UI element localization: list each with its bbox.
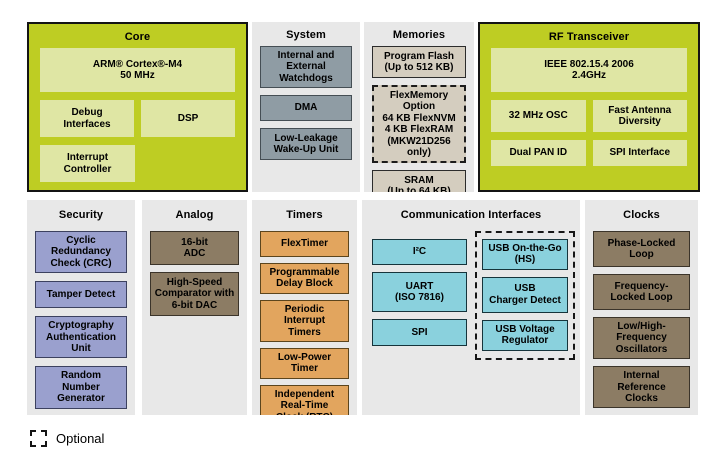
communication-interfaces-panel: Communication Interfaces I²C UART (ISO 7… <box>362 200 580 415</box>
high-speed-comparator-box: High-Speed Comparator with 6-bit DAC <box>150 272 239 316</box>
debug-interfaces-box: Debug Interfaces <box>40 100 134 137</box>
comm-standard-column: I²C UART (ISO 7816) SPI <box>372 231 467 353</box>
program-flash-box: Program Flash (Up to 512 KB) <box>372 46 466 78</box>
timers-title: Timers <box>286 209 323 221</box>
sram-box: SRAM (Up to 64 KB) <box>372 170 466 192</box>
rf-row-1: 32 MHz OSC Fast Antenna Diversity <box>491 100 687 132</box>
cryptography-authentication-box: Cryptography Authentication Unit <box>35 316 127 359</box>
usb-charger-detect-box: USB Charger Detect <box>482 276 568 313</box>
legend: Optional <box>30 430 104 447</box>
tamper-detect-box: Tamper Detect <box>35 281 127 309</box>
crc-box: Cyclic Redundancy Check (CRC) <box>35 231 127 274</box>
adc-16bit-box: 16-bit ADC <box>150 231 239 265</box>
communication-columns: I²C UART (ISO 7816) SPI USB On-the-Go (H… <box>362 231 580 360</box>
analog-panel: Analog 16-bit ADC High-Speed Comparator … <box>142 200 247 415</box>
i2c-box: I²C <box>372 239 467 265</box>
dual-pan-id-box: Dual PAN ID <box>491 140 586 166</box>
system-title: System <box>286 29 326 41</box>
dma-box: DMA <box>260 95 352 122</box>
security-title: Security <box>58 209 104 221</box>
optional-dashed-swatch-icon <box>30 430 47 447</box>
core-row: Debug Interfaces DSP <box>40 100 235 137</box>
core-title: Core <box>124 31 151 43</box>
memories-title: Memories <box>392 29 446 41</box>
independent-rtc-box: Independent Real-Time Clock (RTC) <box>260 384 349 415</box>
flextimer-box: FlexTimer <box>260 231 349 257</box>
low-leakage-wakeup-box: Low-Leakage Wake-Up Unit <box>260 128 352 161</box>
random-number-generator-box: Random Number Generator <box>35 366 127 409</box>
frequency-locked-loop-box: Frequency- Locked Loop <box>593 274 690 310</box>
internal-reference-clocks-box: Internal Reference Clocks <box>593 366 690 409</box>
spi-box: SPI <box>372 319 467 346</box>
periodic-interrupt-timers-box: Periodic Interrupt Timers <box>260 299 349 342</box>
arm-cortex-box: ARM® Cortex®-M4 50 MHz <box>40 48 235 92</box>
rf-transceiver-title: RF Transceiver <box>548 31 630 43</box>
uart-iso7816-box: UART (ISO 7816) <box>372 272 467 312</box>
clocks-title: Clocks <box>623 209 660 221</box>
dsp-box: DSP <box>141 100 235 137</box>
system-panel: System Internal and External Watchdogs D… <box>252 22 360 192</box>
phase-locked-loop-box: Phase-Locked Loop <box>593 231 690 267</box>
spi-interface-box: SPI Interface <box>592 140 687 166</box>
low-high-frequency-oscillators-box: Low/High- Frequency Oscillators <box>593 317 690 360</box>
watchdogs-box: Internal and External Watchdogs <box>260 46 352 89</box>
ieee-802154-box: IEEE 802.15.4 2006 2.4GHz <box>491 48 687 92</box>
flexmemory-option-box: FlexMemory Option 64 KB FlexNVM 4 KB Fle… <box>372 85 466 164</box>
analog-title: Analog <box>175 209 214 221</box>
core-panel: Core ARM® Cortex®-M4 50 MHz Debug Interf… <box>27 22 248 192</box>
usb-voltage-regulator-box: USB Voltage Regulator <box>482 319 568 351</box>
osc-32mhz-box: 32 MHz OSC <box>491 100 586 132</box>
communication-interfaces-title: Communication Interfaces <box>400 209 542 221</box>
interrupt-controller-box: Interrupt Controller <box>40 145 135 182</box>
clocks-panel: Clocks Phase-Locked Loop Frequency- Lock… <box>585 200 698 415</box>
timers-panel: Timers FlexTimer Programmable Delay Bloc… <box>252 200 357 415</box>
fast-antenna-diversity-box: Fast Antenna Diversity <box>592 100 687 132</box>
legend-optional-label: Optional <box>56 431 105 446</box>
security-panel: Security Cyclic Redundancy Check (CRC) T… <box>27 200 135 415</box>
memories-panel: Memories Program Flash (Up to 512 KB) Fl… <box>364 22 474 192</box>
low-power-timer-box: Low-Power Timer <box>260 347 349 379</box>
rf-transceiver-panel: RF Transceiver IEEE 802.15.4 2006 2.4GHz… <box>478 22 700 192</box>
usb-otg-box: USB On-the-Go (HS) <box>482 239 568 270</box>
usb-optional-group: USB On-the-Go (HS) USB Charger Detect US… <box>475 231 575 360</box>
programmable-delay-block-box: Programmable Delay Block <box>260 263 349 294</box>
rf-row-2: Dual PAN ID SPI Interface <box>491 140 687 166</box>
